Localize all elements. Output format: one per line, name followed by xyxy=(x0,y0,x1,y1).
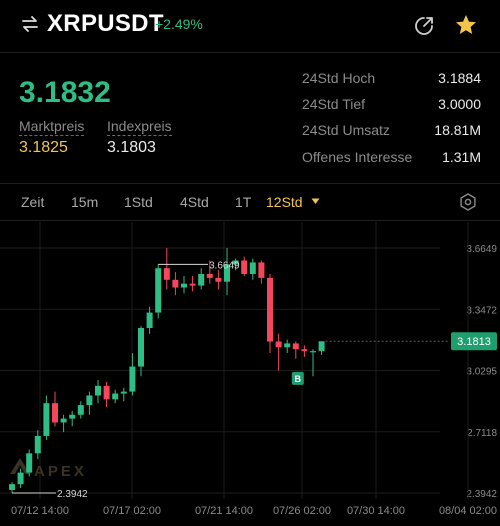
stat-open-interest-value: 1.31M xyxy=(442,149,481,165)
buy-marker-badge[interactable] xyxy=(291,371,304,385)
index-price-label[interactable]: Indexpreis xyxy=(107,118,172,136)
apex-logo-icon xyxy=(10,458,30,474)
stat-volume-value: 18.81M xyxy=(434,122,481,138)
low-marker-label: 2.3942 xyxy=(57,489,88,500)
stat-high-label: 24Std Hoch xyxy=(302,70,376,86)
tab-1h[interactable]: 1Std xyxy=(124,194,153,210)
current-price-tag-label: 3.1813 xyxy=(457,336,491,348)
mark-price-label[interactable]: Marktpreis xyxy=(19,118,85,136)
header-divider xyxy=(0,52,500,53)
top-bar: XRPUSDT +2.49% xyxy=(0,0,500,52)
swap-arrows-icon[interactable] xyxy=(20,14,40,34)
mark-price-value: 3.1825 xyxy=(19,139,68,156)
candle-body[interactable] xyxy=(258,262,265,278)
candle-body[interactable] xyxy=(189,283,196,286)
candle-body[interactable] xyxy=(146,312,153,328)
candle-body[interactable] xyxy=(52,403,58,423)
candle-body[interactable] xyxy=(163,268,170,280)
y-tick-label: 2.3942 xyxy=(466,489,497,500)
candle-body[interactable] xyxy=(34,435,41,454)
candle-body[interactable] xyxy=(26,453,33,473)
index-price-value: 3.1803 xyxy=(107,139,156,156)
y-tick-label: 2.7118 xyxy=(467,428,497,439)
tab-15m[interactable]: 15m xyxy=(71,194,99,210)
candle-body[interactable] xyxy=(292,343,299,350)
candle-body[interactable] xyxy=(215,277,222,282)
tab-12h[interactable]: 12Std xyxy=(266,194,303,210)
candle-body[interactable] xyxy=(172,279,179,288)
candle-body[interactable] xyxy=(284,343,291,348)
stats-divider xyxy=(0,183,500,184)
candle-body[interactable] xyxy=(241,260,248,275)
candle-body[interactable] xyxy=(60,418,67,423)
candle-body[interactable] xyxy=(120,391,127,394)
x-tick-label: 08/04 02:00 xyxy=(439,505,497,517)
candle-body[interactable] xyxy=(232,260,239,265)
chart-canvas[interactable]: 3.6649 3.3472 3.0295 2.7118 2.3942 07/12 14:0… xyxy=(0,222,500,526)
candle-body[interactable] xyxy=(77,405,84,415)
y-tick-label: 3.0295 xyxy=(466,367,497,378)
price-change-percent: +2.49% xyxy=(155,16,203,32)
candle-body[interactable] xyxy=(318,341,325,352)
x-tick-label: 07/21 14:00 xyxy=(195,505,253,517)
star-icon[interactable] xyxy=(454,13,478,37)
candle-body[interactable] xyxy=(181,283,187,288)
settings-icon[interactable] xyxy=(459,193,477,211)
candle-body[interactable] xyxy=(103,385,110,400)
candle-body[interactable] xyxy=(310,351,316,353)
tab-4h[interactable]: 4Std xyxy=(180,194,209,210)
stat-volume-label: 24Std Umsatz xyxy=(302,122,390,138)
x-tick-label: 07/17 02:00 xyxy=(103,505,161,517)
pair-symbol[interactable]: XRPUSDT xyxy=(47,10,164,37)
candle-body[interactable] xyxy=(9,484,15,490)
candle-body[interactable] xyxy=(249,262,256,275)
watermark-text: APEX xyxy=(34,463,87,480)
candle-body[interactable] xyxy=(129,366,136,392)
tab-time[interactable]: Zeit xyxy=(21,194,45,210)
candle-body[interactable] xyxy=(155,268,162,313)
candle-body[interactable] xyxy=(43,403,50,436)
apex-watermark: APEX xyxy=(10,458,87,480)
x-tick-label: 07/12 14:00 xyxy=(11,505,69,517)
x-tick-label: 07/26 02:00 xyxy=(273,505,331,517)
stat-open-interest-label: Offenes Interesse xyxy=(302,149,413,165)
share-icon[interactable] xyxy=(412,14,436,38)
current-price-tag xyxy=(451,332,497,351)
candle-body[interactable] xyxy=(69,414,76,419)
stat-low-label: 24Std Tief xyxy=(302,96,366,112)
candle-body[interactable] xyxy=(224,264,230,282)
buy-marker-letter: B xyxy=(295,374,302,384)
candle-body[interactable] xyxy=(267,277,273,342)
candlestick-chart[interactable]: 3.6649 3.3472 3.0295 2.7118 2.3942 07/12 14:0… xyxy=(0,222,500,526)
candle-body[interactable] xyxy=(86,395,93,406)
high-marker-label: 3.6649 xyxy=(209,260,240,271)
y-tick-label: 3.6649 xyxy=(466,244,497,255)
candle-body[interactable] xyxy=(17,472,24,485)
stat-high-value: 3.1884 xyxy=(438,70,481,86)
candle-body[interactable] xyxy=(206,274,213,278)
candle-body[interactable] xyxy=(95,385,101,396)
tabs-divider xyxy=(0,220,500,221)
candle-body[interactable] xyxy=(138,327,144,367)
stat-low-value: 3.0000 xyxy=(438,96,481,112)
tab-1d[interactable]: 1T xyxy=(235,194,252,210)
last-price: 3.1832 xyxy=(19,76,111,109)
candle-body[interactable] xyxy=(112,393,119,400)
x-tick-label: 07/30 14:00 xyxy=(347,505,405,517)
candle-body[interactable] xyxy=(275,341,282,348)
y-tick-label: 3.3472 xyxy=(466,305,497,316)
candle-body[interactable] xyxy=(198,274,205,286)
caret-down-icon[interactable] xyxy=(311,198,320,205)
candle-body[interactable] xyxy=(301,349,308,352)
